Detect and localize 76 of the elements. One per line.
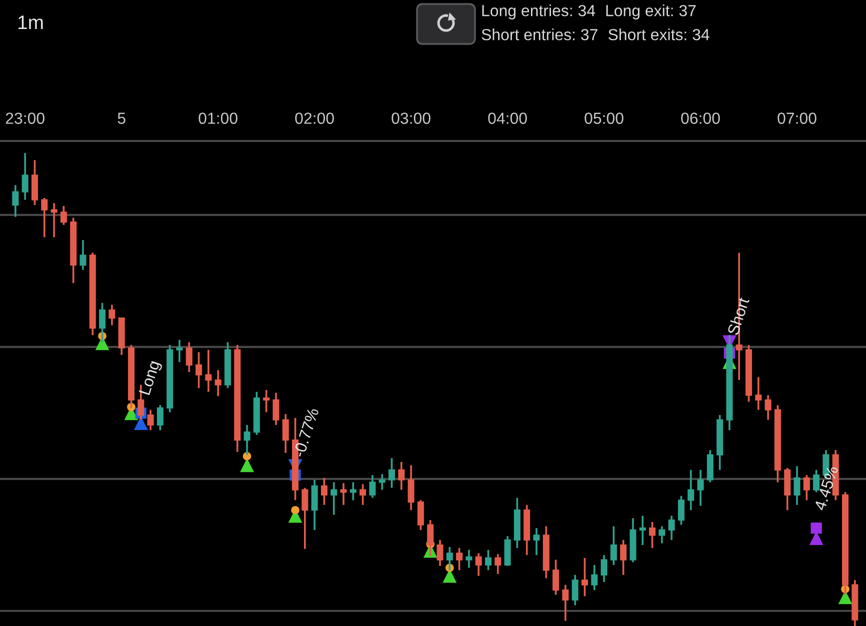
candlestick [41, 197, 48, 238]
candlestick [678, 495, 684, 526]
candlestick [794, 465, 800, 506]
candlestick [50, 202, 58, 238]
candlestick [697, 469, 704, 507]
candlestick [60, 205, 67, 226]
annotation: Long [138, 360, 163, 396]
candlestick [108, 304, 116, 326]
candlestick [12, 184, 19, 218]
candlestick [591, 564, 598, 591]
candlestick [466, 548, 472, 569]
candlestick [22, 152, 28, 201]
candlestick [263, 389, 270, 414]
candlestick [340, 482, 347, 506]
x-tick-label: 03:00 [392, 112, 430, 124]
text: Long exit: 37 [606, 4, 696, 20]
candlestick [436, 539, 444, 567]
x-tick-label: 05:00 [584, 112, 624, 124]
point [291, 506, 300, 514]
candlestick [456, 547, 463, 572]
candlestick [147, 408, 154, 432]
candlestick [302, 486, 308, 550]
chart-title: 1m [18, 16, 43, 30]
candlestick [658, 525, 666, 544]
candlestick [350, 481, 356, 502]
candlestick [388, 457, 396, 489]
candlestick [320, 477, 328, 506]
candlestick [80, 239, 86, 271]
candlestick [764, 394, 772, 421]
x-tick-label: 06:00 [681, 112, 720, 124]
candlestick [196, 351, 202, 389]
text: Long entries: 34 [482, 4, 596, 20]
candlestick [156, 404, 164, 432]
annotation: Short [726, 296, 750, 336]
point [810, 522, 822, 534]
candlestick [205, 348, 212, 393]
candlestick [398, 460, 405, 491]
annotation: -0.77% [292, 407, 319, 458]
candlestick [282, 413, 289, 454]
candlestick [214, 369, 222, 398]
candlestick [360, 483, 366, 506]
candlestick [378, 473, 386, 491]
candlestick [176, 338, 183, 363]
candlestick [803, 474, 810, 502]
candlestick [562, 584, 569, 622]
x-tick-label: 07:00 [778, 112, 816, 124]
annotation: 4.45% [814, 465, 838, 512]
x-tick-label: 23:00 [6, 112, 44, 124]
candlestick [475, 552, 482, 577]
candlestick [668, 514, 675, 541]
candlestick [186, 341, 192, 373]
candlestick [600, 554, 608, 583]
point [240, 458, 254, 472]
candlestick [369, 474, 376, 499]
x-tick-label: 01:00 [198, 112, 238, 124]
candlestick [581, 556, 588, 598]
candlestick [272, 392, 280, 426]
candlestick [533, 527, 540, 556]
candlestick [552, 558, 560, 596]
candlestick [639, 514, 646, 546]
candlestick [620, 539, 627, 576]
candlestick [330, 481, 338, 516]
text: Short entries: 37 [482, 28, 598, 40]
candlestick [755, 376, 762, 411]
text: Short exits: 34 [608, 28, 710, 40]
candlestick [408, 464, 414, 512]
candlestick [610, 525, 617, 566]
candlestick [688, 469, 694, 512]
candlestick [572, 574, 578, 606]
x-tick-label: 5 [118, 112, 126, 124]
x-tick-label: 04:00 [488, 112, 527, 124]
candlestick [649, 521, 656, 549]
candlestick [494, 553, 502, 575]
candlestick [484, 548, 492, 572]
x-tick-label: 02:00 [295, 112, 334, 124]
candlestick [417, 499, 424, 531]
